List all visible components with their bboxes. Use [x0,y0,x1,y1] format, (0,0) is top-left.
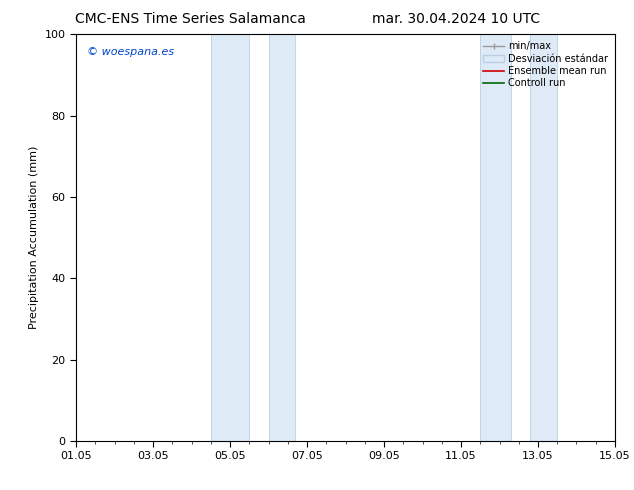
Bar [530,34,557,441]
Text: mar. 30.04.2024 10 UTC: mar. 30.04.2024 10 UTC [372,12,541,26]
Bar [269,34,295,441]
Text: © woespana.es: © woespana.es [87,47,174,56]
Bar [210,34,249,441]
Y-axis label: Precipitation Accumulation (mm): Precipitation Accumulation (mm) [29,146,39,329]
Legend: min/max, Desviación estándar, Ensemble mean run, Controll run: min/max, Desviación estándar, Ensemble m… [481,39,610,90]
Text: CMC-ENS Time Series Salamanca: CMC-ENS Time Series Salamanca [75,12,306,26]
Bar [480,34,511,441]
